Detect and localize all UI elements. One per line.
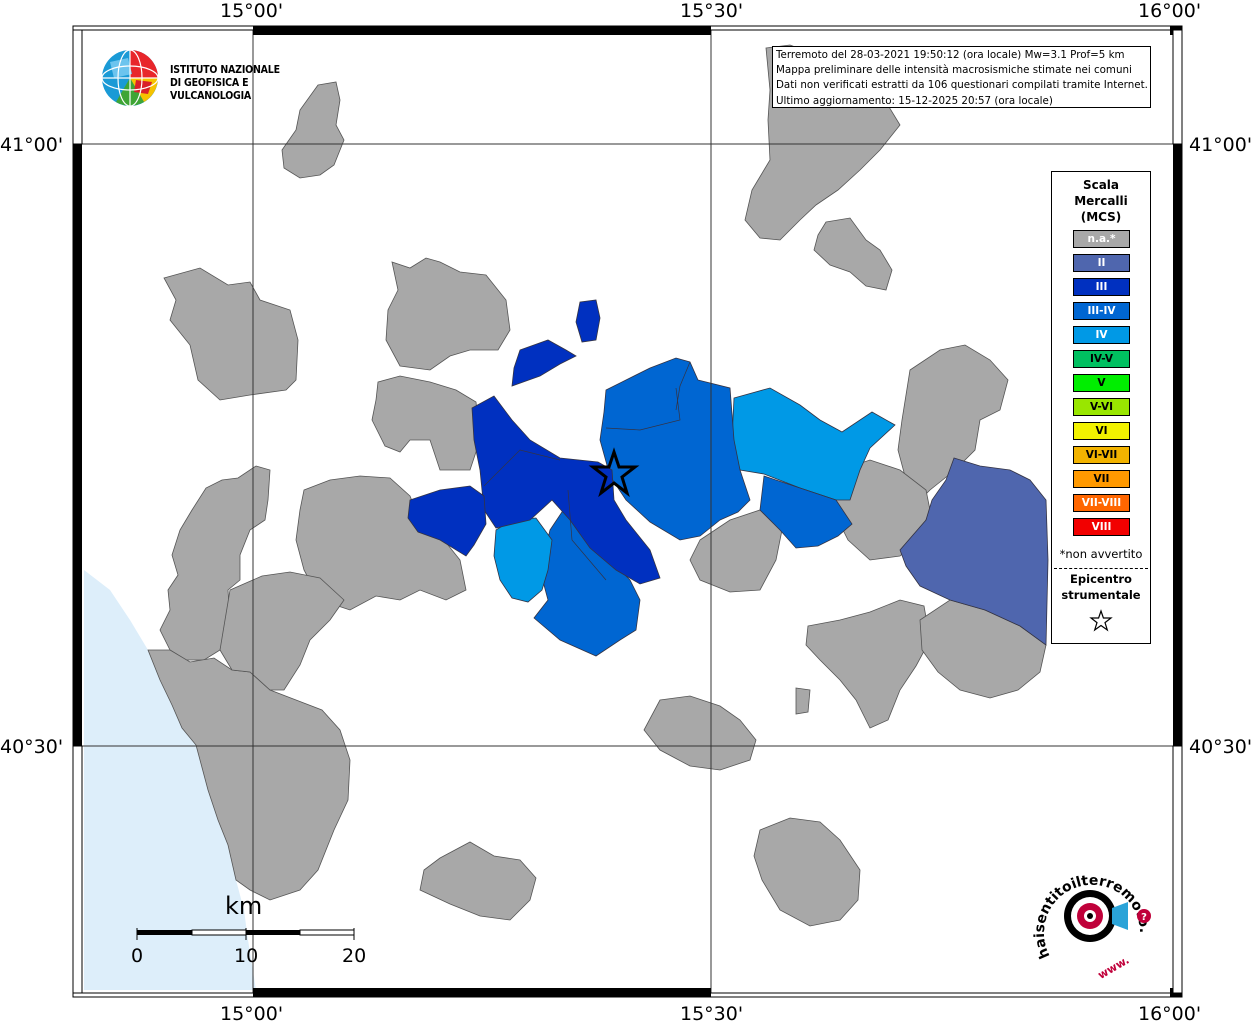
scale-bar — [136, 928, 355, 940]
lon-label-top-1: 15°00' — [220, 0, 284, 22]
legend-class-4: IV — [1073, 326, 1130, 344]
event-info-box: Terremoto del 28-03-2021 19:50:12 (ora l… — [772, 46, 1151, 108]
event-info-line-3: Dati non verificati estratti da 106 ques… — [776, 79, 1148, 92]
ingv-globe-icon — [101, 49, 159, 107]
legend-class-1: II — [1073, 254, 1130, 272]
legend-epicenter-1: Epicentro — [1070, 572, 1132, 586]
comune-iv-south — [493, 517, 553, 603]
legend-class-5: IV-V — [1073, 350, 1130, 368]
graticule — [77, 30, 1178, 993]
legend-epicenter-2: strumentale — [1061, 588, 1141, 602]
lon-label-bottom-1: 15°00' — [220, 1003, 284, 1025]
legend-class-10: VII — [1073, 470, 1130, 488]
legend-class-12: VIII — [1073, 518, 1130, 536]
lat-label-left-1: 41°00' — [0, 134, 64, 156]
comune-iii-iv-east-b — [759, 475, 853, 549]
comune-iii-north-a — [511, 339, 577, 387]
comune-iv-east — [731, 387, 896, 501]
legend-class-6: V — [1073, 374, 1130, 392]
lon-label-top-3: 16°00' — [1138, 0, 1202, 22]
legend-class-11: VII-VIII — [1073, 494, 1130, 512]
legend-title-2: Mercalli — [1074, 194, 1128, 208]
legend-note: *non avvertito — [1059, 547, 1143, 561]
legend-class-0: n.a.* — [1073, 230, 1130, 248]
legend-class-3: III-IV — [1073, 302, 1130, 320]
legend-title-3: (MCS) — [1080, 210, 1122, 224]
mcs-legend: Scala Mercalli (MCS) n.a.* II III III-IV IV I… — [1051, 171, 1151, 644]
lon-label-bottom-3: 16°00' — [1138, 1003, 1202, 1025]
scalebar-unit: km — [225, 892, 263, 920]
lat-label-left-2: 40°30' — [0, 736, 64, 758]
ingv-logo: ISTITUTO NAZIONALE DI GEOFISICA E VULCAN… — [100, 48, 330, 110]
legend-epicenter: Epicentro strumentale — [1052, 571, 1150, 603]
comune-iii-north-b — [575, 299, 601, 343]
comune-iii-iv-east-a — [599, 357, 751, 541]
legend-title-1: Scala — [1082, 178, 1120, 192]
legend-separator — [1054, 568, 1148, 569]
haisentito-www: www. — [1096, 954, 1132, 982]
legend-class-2: III — [1073, 278, 1130, 296]
map-frame — [72, 25, 1183, 998]
scalebar-tick-20: 20 — [342, 945, 367, 967]
ingv-line-1: ISTITUTO NAZIONALE — [170, 64, 280, 76]
ingv-logo-text: ISTITUTO NAZIONALE DI GEOFISICA E VULCAN… — [170, 64, 330, 103]
legend-title: Scala Mercalli (MCS) — [1052, 177, 1150, 225]
haisentito-logo: haisentitoilterremoto.it www. ? — [1028, 856, 1152, 982]
lon-label-top-2: 15°30' — [680, 0, 744, 22]
sea — [84, 570, 256, 990]
event-info-line-1: Terremoto del 28-03-2021 19:50:12 (ora l… — [776, 49, 1125, 61]
intensity-municipalities — [407, 299, 1049, 657]
legend-class-9: VI-VII — [1073, 446, 1130, 464]
internal-boundaries — [483, 361, 691, 581]
legend-class-7: V-VI — [1073, 398, 1130, 416]
comune-ii — [899, 457, 1049, 646]
legend-star-icon — [1089, 609, 1113, 632]
lat-label-right-1: 41°00' — [1189, 134, 1253, 156]
event-info-line-4: Ultimo aggiornamento: 15-12-2025 20:57 (… — [776, 94, 1053, 107]
comune-iii-main — [471, 395, 661, 585]
ingv-line-2: DI GEOFISICA E VULCANOLOGIA — [170, 77, 252, 102]
epicenter-star-icon — [588, 447, 640, 498]
lat-label-right-2: 40°30' — [1189, 736, 1253, 758]
scalebar-tick-10: 10 — [234, 945, 259, 967]
legend-class-8: VI — [1073, 422, 1130, 440]
svg-text:?: ? — [1141, 912, 1147, 923]
event-info-line-2: Mappa preliminare delle intensità macros… — [776, 64, 1132, 77]
comune-iii-west — [407, 485, 487, 557]
lon-label-bottom-2: 15°30' — [680, 1003, 744, 1025]
scalebar-tick-0: 0 — [131, 945, 144, 967]
